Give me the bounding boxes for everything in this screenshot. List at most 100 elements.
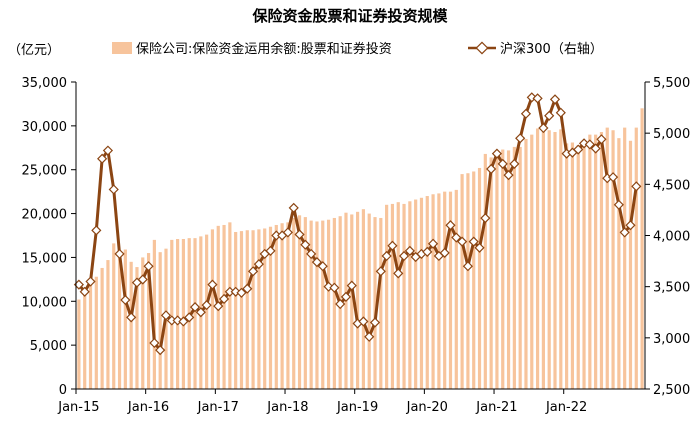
bar [535,128,540,390]
bar [263,228,267,389]
right-tick-label: 4,000 [653,230,690,245]
bar [181,239,186,389]
line-marker [451,232,462,243]
bar [594,134,598,389]
left-tick-label: 35,000 [22,76,68,91]
line-marker [282,227,294,238]
bar [425,196,429,389]
x-tick-label: Jan-21 [475,400,517,415]
line-series [73,92,642,356]
line-marker [242,283,253,294]
left-tick-label: 30,000 [22,120,68,135]
bar [437,193,441,389]
bar [512,146,516,389]
bar [158,252,162,389]
line-marker [381,250,392,262]
bar [495,152,499,389]
bar [402,203,406,389]
bar [454,189,458,389]
line-marker [457,236,468,247]
x-axis-ticks: Jan-15 Jan-16 Jan-17 Jan-18 Jan-19 Jan-20 Jan-… [57,389,587,415]
line-marker [236,287,247,298]
line-marker [375,266,386,277]
x-tick-label: Jan-15 [57,400,99,415]
line-marker [155,345,166,356]
bar [303,217,307,389]
bar [332,217,336,389]
line-marker [445,220,456,231]
bar [286,222,290,389]
bar [419,197,424,389]
line-marker [85,276,96,287]
bar [390,203,395,389]
bar [257,229,261,389]
line-marker [573,144,584,155]
line-marker [108,184,119,195]
bar [628,140,633,389]
bar [582,140,586,389]
bar [541,126,545,389]
line-marker [184,312,195,323]
bar [222,224,226,389]
bar [315,221,319,389]
line-marker [398,250,410,262]
right-axis-ticks: 2,500 3,000 3,500 4,000 4,500 5,000 5,500 [645,76,690,398]
line-marker [306,248,317,260]
line-marker [137,274,148,285]
bar [239,231,244,389]
line-marker [491,148,503,159]
bar [361,209,365,389]
bar [123,249,127,389]
line-marker [189,302,201,313]
bar [379,217,383,389]
line-marker [329,282,340,293]
bar [559,129,563,389]
line-marker [317,261,328,272]
bar-series [77,108,644,390]
bar [268,226,273,389]
line-marker [422,246,433,257]
line-marker [497,158,508,169]
left-axis-ticks: 0 5,000 10,000 15,000 20,000 25,000 30,000 35,0… [22,76,76,398]
x-tick-label: Jan-22 [545,400,587,415]
line-marker [369,317,381,328]
bar [100,267,104,389]
line-marker [538,122,549,134]
bar [448,191,453,389]
line-marker [335,298,346,310]
line-marker [387,240,398,251]
bar [193,238,197,389]
line-marker [224,286,235,297]
line-marker [114,248,125,260]
bar [530,134,534,389]
bar [88,283,93,389]
bar [640,108,644,389]
right-tick-label: 2,500 [653,383,690,398]
legend-line-label: 沪深300（右轴） [500,41,603,57]
bar [623,127,627,390]
line-marker [79,286,90,297]
bar [599,132,604,389]
bar [234,231,238,389]
right-tick-label: 5,500 [653,76,690,91]
left-tick-label: 10,000 [22,295,68,310]
bar [466,173,470,389]
line-marker [265,245,276,256]
right-tick-label: 5,000 [653,127,690,142]
line-marker [91,225,102,236]
line-marker [584,139,595,150]
bar [605,127,609,390]
line-marker [480,213,491,224]
bar [245,230,249,389]
left-tick-label: 25,000 [22,164,68,179]
line-marker [515,133,526,144]
line-marker [549,94,561,105]
line-marker [294,229,305,240]
left-axis-unit: （亿元） [8,43,60,58]
bar [472,171,476,389]
line-marker [213,301,224,312]
line-marker [149,337,160,349]
line-marker [166,315,177,326]
bar [565,143,569,389]
bar [460,174,464,389]
